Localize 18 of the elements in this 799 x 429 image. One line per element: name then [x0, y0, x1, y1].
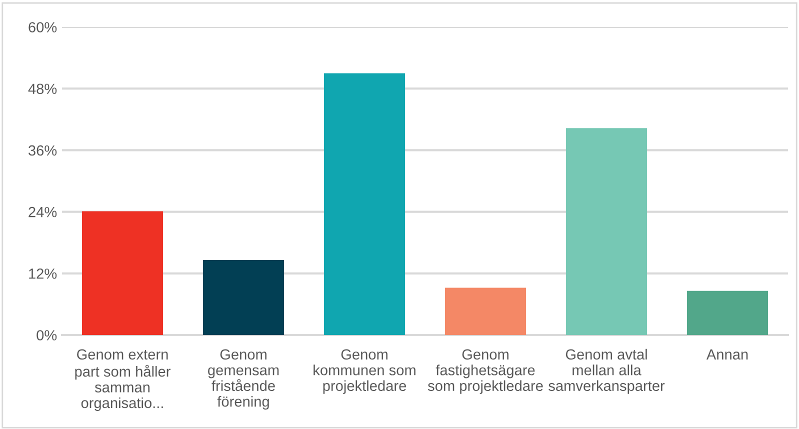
y-tick-label: 24%: [28, 206, 57, 218]
y-tick-label: 48%: [28, 84, 57, 94]
x-tick-label: Genom kommunen som projektledare: [314, 349, 416, 394]
y-tick-label: 36%: [28, 145, 57, 156]
x-tick-label: Genom fastighetsägare som projektledare: [428, 349, 543, 394]
y-tick-label: 12%: [29, 268, 57, 279]
bar: [444, 288, 526, 335]
x-tick-label: Genom gemensam fristående förening: [208, 349, 279, 410]
x-tick-label: Annan: [706, 349, 748, 360]
bar: [324, 73, 406, 335]
x-tick-label: Genom avtal mellan alla samverkansparter: [548, 348, 665, 394]
x-tick-label: Genom extern part som håller samman organisatio...: [75, 349, 170, 412]
bar: [202, 260, 284, 335]
y-tick-label: 60%: [28, 22, 57, 32]
y-tick-label: 0%: [36, 330, 57, 340]
bar: [82, 211, 164, 335]
bar: [686, 290, 768, 335]
bar: [566, 128, 648, 335]
